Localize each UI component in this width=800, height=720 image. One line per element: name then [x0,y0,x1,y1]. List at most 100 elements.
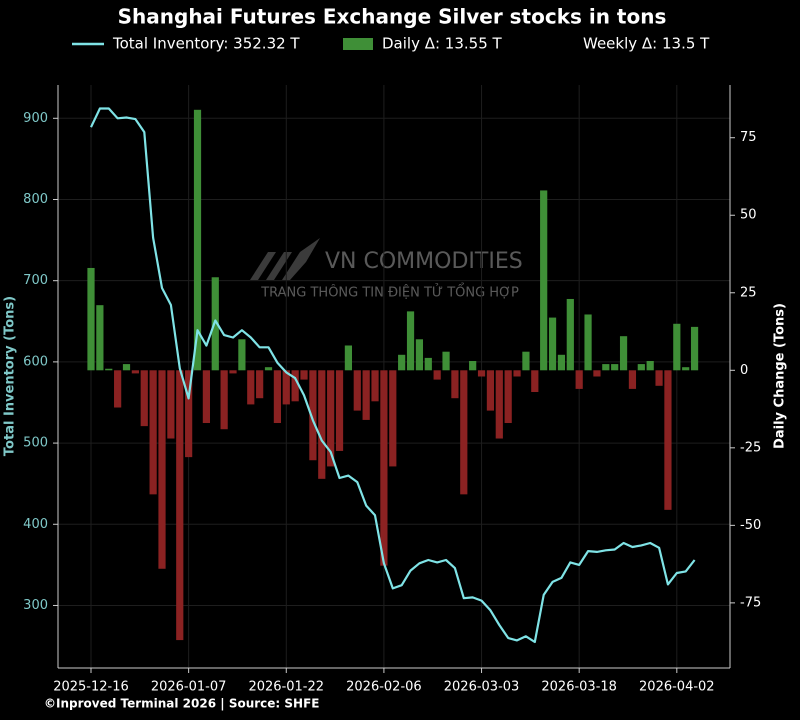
bar [575,370,583,389]
bar [229,370,237,374]
watermark-text: VN COMMODITIES [325,249,523,274]
bar [495,370,503,439]
bar [122,364,131,371]
bar [584,314,592,371]
bar [415,339,424,371]
bar [371,370,379,402]
bar [300,370,308,380]
bar [362,370,370,420]
bar [131,370,139,374]
bar [442,351,450,371]
bar [646,360,654,371]
y-tick-label: 500 [23,436,48,451]
y-tick-label: 400 [23,517,48,532]
y-tick-label: 300 [23,598,48,613]
bar [469,360,477,371]
bar [193,109,202,371]
y2-tick-label: 25 [740,285,757,300]
bar [513,370,521,377]
footer: ©Inproved Terminal 2026 | Source: SHFE [44,697,319,711]
bar [114,370,122,408]
chart-title: Shanghai Futures Exchange Silver stocks … [118,5,667,29]
watermark-icon [250,238,320,280]
bar [628,370,637,389]
x-tick-label: 2026-04-02 [639,680,715,695]
bar [673,323,681,371]
bar [424,357,432,371]
x-tick-label: 2026-03-18 [541,680,617,695]
y2-tick-label: -50 [740,518,761,533]
bar [158,370,166,569]
bar [611,364,619,371]
bar [96,305,104,371]
bar [273,370,281,424]
bar [256,370,264,399]
line [90,107,696,644]
bar [149,370,157,495]
bar [247,370,255,405]
bar [486,370,495,411]
legend-label: Daily Δ: 13.55 T [382,35,503,53]
bar [353,370,361,411]
watermark-subtitle: TRANG THÔNG TIN ĐIỆN TỬ TỔNG HỢP [260,284,519,301]
bar [406,311,415,371]
bar [531,370,539,393]
y-tick-label: 900 [23,111,48,126]
bar [522,351,530,371]
x-tick-label: 2025-12-16 [53,680,129,695]
bar [220,370,228,430]
y2-tick-label: 50 [740,208,757,223]
x-tick-label: 2026-01-22 [248,680,324,695]
y2-axis-title: Daily Change (Tons) [773,303,788,449]
bar [87,267,95,371]
y-axis-title: Total Inventory (Tons) [3,296,18,456]
bar [504,370,512,424]
y-tick-label: 700 [23,273,48,288]
bar [682,367,690,371]
bar [690,326,699,371]
bar [327,370,335,467]
bar [602,364,610,371]
bar [557,354,566,371]
y-tick-label: 800 [23,192,48,207]
x-tick-label: 2026-03-03 [444,680,520,695]
y2-tick-label: -75 [740,595,761,610]
bar [105,368,113,371]
y2-tick-label: 0 [740,363,748,378]
bar [238,339,246,371]
bar [655,370,663,386]
bar [264,367,273,371]
bar [282,370,290,405]
y2-tick-label: -25 [740,440,761,455]
bar [433,370,441,380]
bar [619,336,628,371]
bar [318,370,326,479]
bar [566,298,574,371]
bar [548,317,557,371]
bar [389,370,397,467]
bar [167,370,175,439]
bar [202,370,210,424]
bar [451,370,459,399]
x-tick-label: 2026-01-07 [151,680,227,695]
bar [398,354,406,371]
y2-tick-label: 75 [740,130,757,145]
bar [380,370,388,566]
bar [344,345,353,371]
bar [540,190,548,371]
legend-label: Total Inventory: 352.32 T [112,35,300,53]
bar [140,370,148,427]
bar [477,370,486,377]
bar [309,370,317,461]
bar [637,364,645,371]
bar [176,370,184,641]
bar [460,370,468,495]
x-tick-label: 2026-02-06 [346,680,422,695]
bar [335,370,344,451]
bar [291,370,299,402]
bar [664,370,672,510]
legend-note: Weekly Δ: 13.5 T [583,35,710,53]
bar [593,370,601,377]
legend-swatch [343,38,373,50]
